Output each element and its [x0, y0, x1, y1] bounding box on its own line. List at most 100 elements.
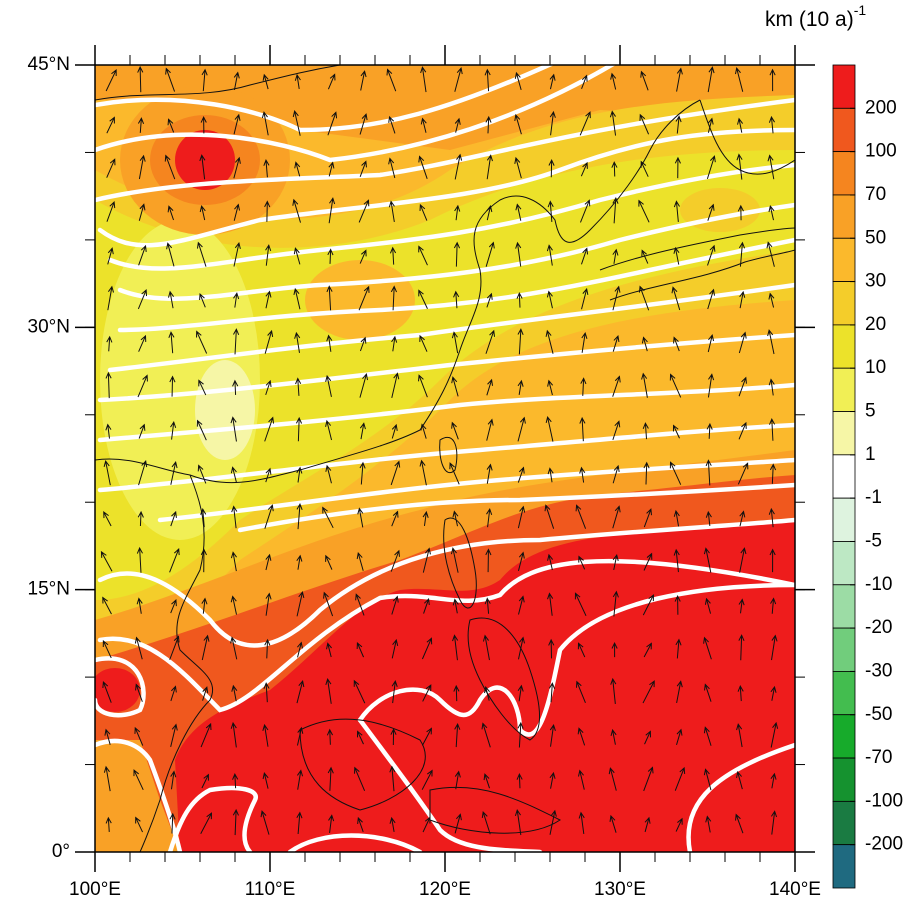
wind-vector — [134, 726, 144, 746]
wind-vector — [736, 770, 743, 790]
wind-vector — [102, 639, 112, 659]
wind-vector — [481, 810, 491, 835]
wind-vector — [200, 722, 212, 748]
wind-vector — [673, 509, 680, 527]
wind-vector — [164, 154, 176, 180]
wind-vector — [673, 336, 680, 352]
wind-vector — [518, 595, 525, 615]
wind-vector — [514, 156, 522, 179]
wind-vector — [322, 506, 334, 529]
wind-vector — [767, 154, 775, 180]
wind-vector — [391, 372, 400, 399]
wind-vector — [265, 592, 272, 616]
field-fill — [95, 150, 795, 600]
colorbar-box — [832, 844, 856, 889]
wind-vector — [230, 595, 237, 615]
wind-vector — [450, 547, 459, 573]
wind-vector — [486, 418, 494, 441]
wind-vector — [167, 118, 175, 133]
axes: 100°E 110°E 120°E 130°E 140°E 0° 15°N 30°N 45°N — [28, 45, 821, 900]
wind-vector — [545, 415, 554, 442]
wind-vector — [264, 416, 275, 442]
wind-vector — [327, 111, 338, 136]
wind-vector — [169, 375, 176, 397]
colorbar-box — [832, 584, 856, 629]
wind-vector — [325, 678, 332, 704]
wind-vector — [612, 285, 621, 311]
x-tick-label: 120°E — [419, 879, 471, 900]
wind-vector — [580, 377, 587, 396]
wind-vector — [418, 245, 428, 266]
wind-vector — [738, 598, 745, 614]
wind-vector — [610, 72, 617, 90]
wind-vector — [644, 816, 651, 833]
wind-vector — [296, 726, 304, 746]
wind-vector — [421, 727, 432, 746]
wind-vector — [770, 685, 777, 701]
wind-vector — [484, 685, 490, 701]
unit-exponent: -1 — [854, 2, 867, 18]
wind-vector — [514, 71, 522, 90]
wind-vector — [167, 290, 175, 309]
wind-vector — [707, 334, 715, 353]
wind-vector — [738, 634, 745, 661]
wind-vector — [102, 680, 112, 703]
wind-vector — [577, 769, 585, 790]
wind-vector — [200, 508, 207, 528]
wind-vector — [767, 329, 775, 355]
wind-vector — [390, 728, 397, 746]
wind-vector — [675, 817, 683, 832]
y-tick-label: 30°N — [28, 316, 70, 337]
wind-vector — [643, 642, 652, 658]
wind-vector — [138, 203, 146, 221]
wind-vector — [454, 117, 461, 133]
wind-vector — [390, 549, 400, 572]
wind-vector — [138, 154, 146, 180]
wind-vector — [517, 416, 526, 442]
wind-vector — [135, 816, 144, 833]
wind-vector — [581, 331, 588, 353]
wind-vector — [419, 203, 428, 221]
wind-vector — [548, 638, 555, 659]
wind-vector — [449, 462, 460, 485]
wind-vector — [454, 153, 463, 180]
wind-vector — [517, 721, 524, 748]
wind-vector — [516, 292, 523, 308]
wind-vectors — [100, 65, 779, 836]
wind-vector — [482, 634, 490, 661]
wind-vector — [548, 682, 556, 703]
wind-vector — [770, 810, 778, 835]
wind-vector — [328, 197, 336, 224]
wind-vector — [452, 598, 459, 614]
wind-vector — [642, 680, 655, 704]
wind-vector — [705, 510, 712, 527]
wind-vector — [233, 328, 240, 355]
wind-vector — [359, 422, 366, 440]
wind-vector — [707, 373, 715, 398]
wind-vector — [357, 507, 364, 528]
colorbar-box — [832, 194, 856, 239]
wind-vector — [202, 686, 209, 701]
wind-vector — [230, 416, 237, 442]
wind-vector — [170, 510, 177, 527]
wind-vector — [643, 766, 654, 792]
wind-vector — [137, 374, 148, 398]
wind-vector — [768, 205, 775, 221]
wind-vector — [422, 547, 431, 573]
wind-vector — [453, 290, 460, 309]
wind-vector — [265, 553, 272, 571]
wind-vector — [739, 290, 746, 309]
wind-vector — [326, 642, 332, 658]
field-fill — [195, 360, 255, 460]
wind-vector — [293, 247, 301, 265]
wind-vector — [612, 375, 621, 397]
wind-vector — [328, 161, 335, 177]
wind-vector — [388, 157, 396, 179]
wind-vector — [201, 597, 208, 614]
wind-vector — [196, 241, 207, 267]
colorbar-box — [832, 497, 856, 542]
wind-vector — [483, 773, 491, 789]
wind-vector — [264, 200, 271, 222]
wind-vector — [103, 765, 111, 792]
wind-vector — [640, 160, 649, 177]
